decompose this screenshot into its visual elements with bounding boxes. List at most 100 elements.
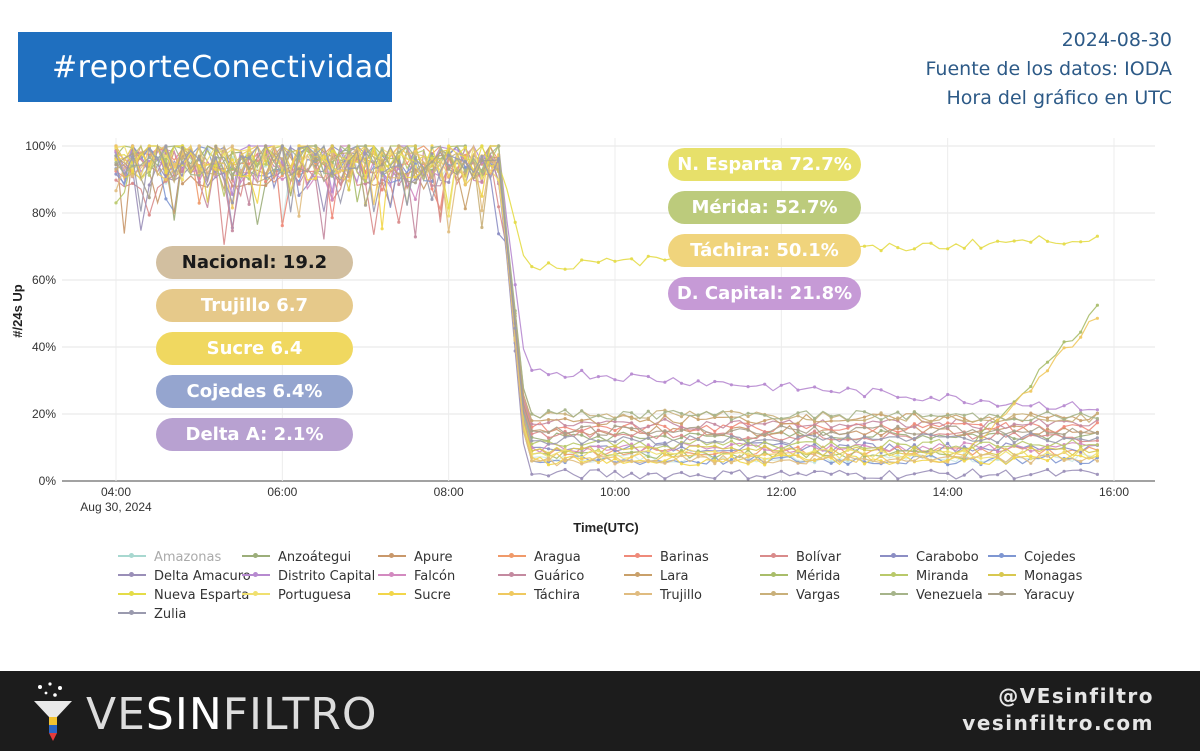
series-point <box>114 201 118 205</box>
legend-item[interactable]: Monagas <box>988 569 1082 587</box>
legend-item[interactable]: Anzoátegui <box>242 550 351 568</box>
legend-item[interactable]: Portuguesa <box>242 588 351 606</box>
series-point <box>862 418 867 422</box>
series-line-trujillo <box>115 144 1098 467</box>
series-point <box>746 385 750 389</box>
series-point <box>164 178 168 182</box>
series-point <box>829 449 833 453</box>
series-point <box>596 458 601 462</box>
series-point <box>1045 446 1050 450</box>
series-point <box>563 457 567 461</box>
series-point <box>530 432 534 436</box>
legend-item[interactable]: Delta Amacuro <box>118 569 251 587</box>
series-point <box>230 167 234 171</box>
series-point <box>729 418 734 422</box>
legend-item[interactable]: Táchira <box>498 588 580 606</box>
legend-item[interactable]: Amazonas <box>118 550 221 568</box>
series-point <box>912 432 917 436</box>
series-point <box>962 449 966 453</box>
series-point <box>314 168 318 172</box>
series-point <box>380 159 384 163</box>
legend-swatch <box>498 571 526 577</box>
series-point <box>813 449 817 453</box>
legend-item[interactable]: Bolívar <box>760 550 841 568</box>
series-point <box>996 422 1000 426</box>
series-point <box>1062 346 1066 350</box>
series-point <box>230 206 234 210</box>
legend-item[interactable]: Zulia <box>118 607 186 625</box>
legend-label: Miranda <box>916 569 969 584</box>
series-point <box>1062 458 1066 463</box>
series-point <box>347 159 351 163</box>
series-point <box>497 205 501 209</box>
series-point <box>297 167 301 171</box>
series-point <box>1029 473 1033 477</box>
series-point <box>946 463 950 467</box>
series-point <box>580 451 584 455</box>
series-point <box>979 461 983 465</box>
legend-label: Sucre <box>414 588 451 603</box>
series-point <box>397 220 401 224</box>
series-point <box>347 144 351 148</box>
series-point <box>1045 439 1050 443</box>
series-point <box>397 176 401 180</box>
y-axis-ticks: 0% 20% 40% 60% 80% 100% <box>25 139 56 488</box>
legend-item[interactable]: Carabobo <box>880 550 979 568</box>
legend-item[interactable]: Distrito Capital <box>242 569 375 587</box>
series-point <box>763 460 767 464</box>
series-point <box>380 227 384 231</box>
series-point <box>247 156 251 160</box>
series-point <box>729 442 734 447</box>
series-point <box>363 164 368 168</box>
series-point <box>530 419 534 423</box>
series-point <box>746 446 750 451</box>
legend-item[interactable]: Sucre <box>378 588 451 606</box>
series-point <box>996 450 1000 454</box>
legend-item[interactable]: Yaracuy <box>988 588 1075 606</box>
series-point <box>663 380 667 384</box>
legend-swatch <box>118 609 146 615</box>
series-point <box>563 417 567 421</box>
series-point <box>763 438 767 442</box>
series-point <box>846 438 850 442</box>
series-point <box>646 425 650 429</box>
legend-item[interactable]: Apure <box>378 550 452 568</box>
series-point <box>314 176 318 180</box>
series-point <box>979 246 983 250</box>
legend-item[interactable]: Mérida <box>760 569 840 587</box>
series-line-zulia <box>115 144 1098 446</box>
series-point <box>131 169 135 173</box>
series-point <box>696 432 700 436</box>
series-point <box>862 441 867 445</box>
series-point <box>912 459 917 463</box>
series-point <box>330 149 334 153</box>
series-point <box>1095 316 1099 320</box>
series-point <box>580 476 584 481</box>
legend-item[interactable]: Trujillo <box>624 588 702 606</box>
legend-item[interactable]: Vargas <box>760 588 840 606</box>
series-point <box>1029 240 1033 244</box>
series-point <box>630 459 634 463</box>
series-point <box>846 472 850 476</box>
series-point <box>979 427 983 431</box>
legend-item[interactable]: Miranda <box>880 569 969 587</box>
legend-item[interactable]: Venezuela <box>880 588 983 606</box>
legend-item[interactable]: Falcón <box>378 569 455 587</box>
legend-item[interactable]: Lara <box>624 569 689 587</box>
series-point <box>1012 417 1016 421</box>
legend-item[interactable]: Guárico <box>498 569 584 587</box>
legend-item[interactable]: Aragua <box>498 550 581 568</box>
y-tick-label: 100% <box>25 139 56 153</box>
legend-item[interactable]: Barinas <box>624 550 709 568</box>
series-point <box>862 415 867 419</box>
legend-item[interactable]: Nueva Esparta <box>118 588 249 606</box>
legend-swatch <box>118 590 146 596</box>
series-point <box>896 430 900 434</box>
series-point <box>413 157 417 161</box>
series-point <box>147 162 151 166</box>
series-point <box>929 436 933 441</box>
series-point <box>879 445 883 449</box>
legend-item[interactable]: Cojedes <box>988 550 1076 568</box>
series-line-lara <box>115 144 1098 426</box>
series-point <box>813 425 817 429</box>
